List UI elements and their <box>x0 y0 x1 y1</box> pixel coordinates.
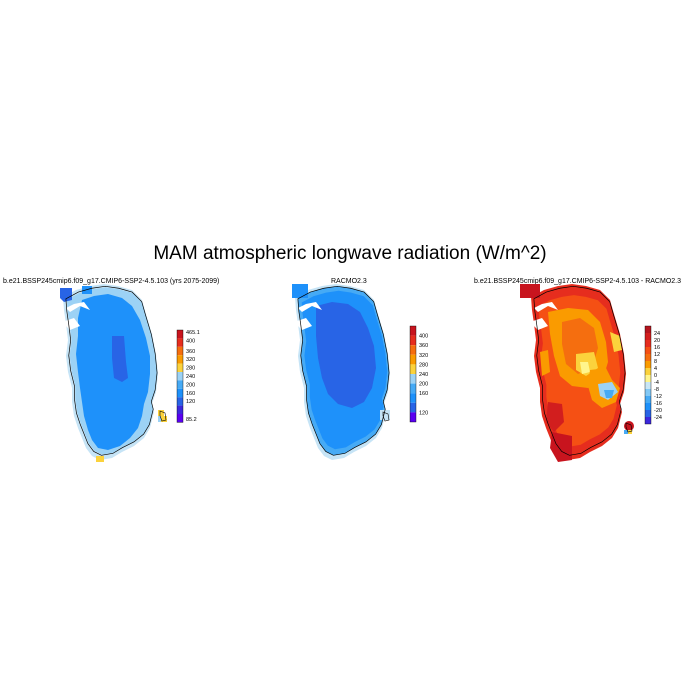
cb3-tick: -4 <box>654 380 659 386</box>
cb3-tick: -20 <box>654 408 662 414</box>
cb2-tick: 320 <box>419 353 428 359</box>
cb2-tick: 240 <box>419 372 428 378</box>
cb2-tick: 200 <box>419 382 428 388</box>
cb3-tick: -16 <box>654 401 662 407</box>
cb2-tick: 280 <box>419 362 428 368</box>
cb3-tick: 4 <box>654 366 657 372</box>
cb1-tick: 360 <box>186 349 195 355</box>
panel-1-map <box>60 284 167 462</box>
panel-2-colorbar: 400 360 320 280 240 200 160 120 <box>409 325 428 423</box>
cb3-tick: -24 <box>654 415 662 421</box>
cb2-tick: 160 <box>419 391 428 397</box>
panel-1-island <box>158 410 167 422</box>
cb1-tick: 320 <box>186 357 195 363</box>
cb2-tick: 400 <box>419 334 428 340</box>
cb1-tick: 160 <box>186 391 195 397</box>
cb3-tick: 0 <box>654 373 657 379</box>
cb1-tick: 280 <box>186 366 195 372</box>
cb1-tick: 200 <box>186 382 195 388</box>
cb1-tick: 85.2 <box>186 417 197 423</box>
cb3-tick: 20 <box>654 338 660 344</box>
panel-2-field <box>292 284 390 460</box>
panel-3-island <box>624 421 634 434</box>
cb1-tick: 120 <box>186 399 195 405</box>
panel-3-title: b.e21.BSSP245cmip6.f09_g17.CMIP6-SSP2-4.… <box>474 278 681 285</box>
cb3-tick: 12 <box>654 352 660 358</box>
panel-1-title: b.e21.BSSP245cmip6.f09_g17.CMIP6-SSP2-4.… <box>3 278 220 285</box>
panel-3-map <box>520 284 634 462</box>
cb1-tick: 400 <box>186 338 195 344</box>
cb1-tick: 465.1 <box>186 330 200 336</box>
figure-title: MAM atmospheric longwave radiation (W/m^… <box>153 243 547 264</box>
panel-2-map <box>292 284 390 460</box>
cb2-tick: 120 <box>419 410 428 416</box>
panel-2-island <box>380 410 390 422</box>
cb3-tick: -12 <box>654 394 662 400</box>
panel-3-field <box>520 284 626 462</box>
cb3-tick: 16 <box>654 345 660 351</box>
cb3-tick: -8 <box>654 387 659 393</box>
panel-1-field <box>60 284 158 462</box>
cb2-tick: 360 <box>419 343 428 349</box>
panel-2-title: RACMO2.3 <box>331 278 367 285</box>
cb3-tick: 8 <box>654 359 657 365</box>
panel-1-colorbar: 465.1 400 360 320 280 240 200 160 120 85… <box>176 329 200 423</box>
cb1-tick: 240 <box>186 374 195 380</box>
panel-3-colorbar: 24 20 16 12 8 4 0 -4 -8 -12 -16 -20 -24 <box>644 325 662 425</box>
cb3-tick: 24 <box>654 331 660 337</box>
